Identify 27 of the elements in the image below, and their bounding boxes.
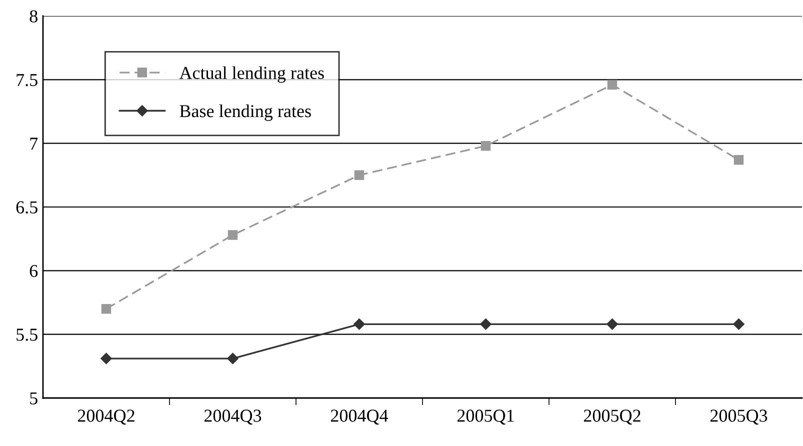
point: [480, 141, 491, 151]
y-tick-label: 7: [30, 138, 38, 150]
y-tick-label: 5: [30, 392, 38, 404]
x-tick-label: 2005Q3: [710, 410, 768, 425]
y-tick-label: 6.5: [16, 201, 38, 214]
x-tick-label: 2004Q4: [330, 410, 388, 425]
y-tick-label: 8: [30, 10, 38, 22]
point: [228, 230, 238, 240]
x-tick-label: 2005Q2: [584, 410, 640, 425]
x-tick-label: 2004Q3: [204, 410, 262, 425]
point: [101, 304, 112, 314]
point: [100, 352, 112, 364]
x-tick-label: 2005Q1: [457, 410, 514, 425]
x-tick-label: 2004Q2: [78, 410, 134, 425]
point: [227, 352, 238, 364]
y-tick-label: 7.5: [16, 74, 38, 86]
y-tick-label: 5.5: [16, 328, 38, 341]
legend-label: Base lending rates: [180, 104, 311, 121]
point: [354, 170, 364, 180]
point: [734, 155, 744, 165]
point: [354, 318, 365, 330]
point: [733, 318, 744, 330]
y-tick-label: 6: [30, 264, 38, 278]
point: [606, 318, 618, 330]
legend-label: Actual lending rates: [179, 66, 324, 83]
point: [480, 318, 492, 330]
point: [607, 80, 618, 90]
